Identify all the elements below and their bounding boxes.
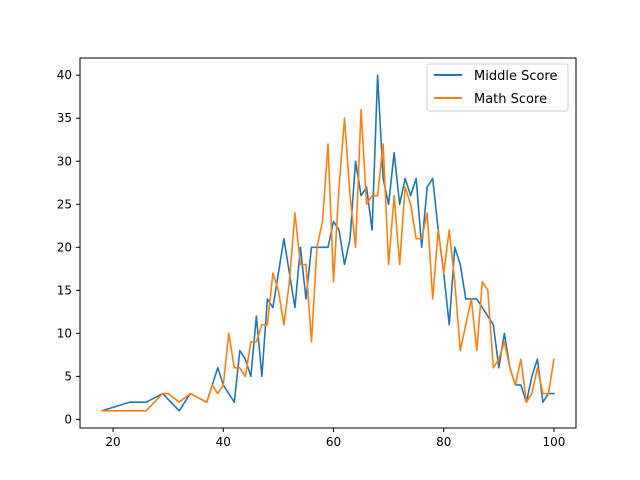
series-line-middle-score <box>101 74 555 412</box>
legend-box <box>426 63 569 112</box>
y-tick-label: 35 <box>57 111 72 125</box>
y-tick-label: 25 <box>57 197 72 211</box>
x-tick-label: 40 <box>216 435 231 449</box>
y-tick-label: 0 <box>64 412 72 426</box>
y-tick-label: 5 <box>64 369 72 383</box>
axes: 20 40 60 80 100 0 5 10 15 20 25 30 35 40 <box>57 57 577 449</box>
x-tick-label: 20 <box>105 435 120 449</box>
y-tick-label: 30 <box>57 154 72 168</box>
series-line-math-score <box>101 108 555 412</box>
x-tick-label: 80 <box>436 435 451 449</box>
series-layer <box>101 74 555 412</box>
plot-area <box>80 58 576 428</box>
x-tick-label: 60 <box>326 435 341 449</box>
legend-label-math-score: Math Score <box>474 92 547 107</box>
legend: Middle Score Math Score <box>426 63 569 112</box>
legend-label-middle-score: Middle Score <box>474 69 557 84</box>
x-tick-label: 100 <box>543 435 566 449</box>
axes-frame <box>79 57 577 429</box>
y-tick-label: 15 <box>57 283 72 297</box>
y-tick-label: 10 <box>57 326 72 340</box>
y-tick-label: 20 <box>57 240 72 254</box>
y-tick-label: 40 <box>57 68 72 82</box>
